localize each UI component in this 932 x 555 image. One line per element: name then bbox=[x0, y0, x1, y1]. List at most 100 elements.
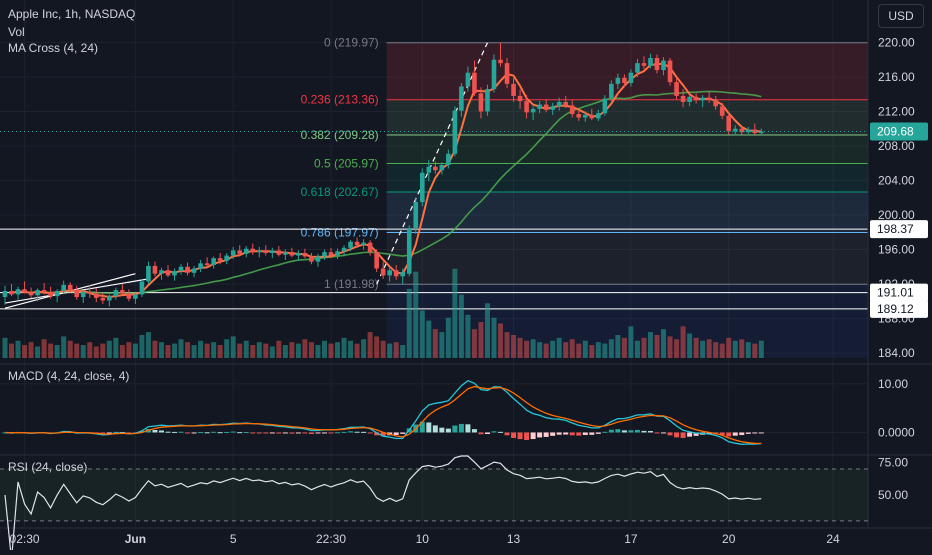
candle-body[interactable] bbox=[159, 270, 164, 274]
candle-body[interactable] bbox=[667, 60, 673, 83]
candle-body[interactable] bbox=[152, 265, 158, 274]
candle-body[interactable] bbox=[107, 296, 112, 301]
candle-body[interactable] bbox=[713, 99, 718, 107]
candle-body[interactable] bbox=[322, 252, 327, 257]
candle-body[interactable] bbox=[93, 293, 99, 298]
candle-body[interactable] bbox=[563, 101, 569, 106]
candle-body[interactable] bbox=[367, 242, 373, 253]
candle-body[interactable] bbox=[726, 115, 732, 132]
candle-body[interactable] bbox=[100, 297, 106, 301]
candle-body[interactable] bbox=[524, 101, 529, 113]
candle-body[interactable] bbox=[15, 289, 21, 295]
candle-body[interactable] bbox=[556, 101, 562, 107]
candle-body[interactable] bbox=[41, 290, 47, 292]
candle-body[interactable] bbox=[348, 241, 353, 248]
candle-body[interactable] bbox=[315, 256, 321, 262]
candle-body[interactable] bbox=[465, 72, 471, 87]
candle-body[interactable] bbox=[459, 86, 464, 111]
candle-body[interactable] bbox=[635, 63, 640, 73]
candle-body[interactable] bbox=[80, 291, 86, 298]
candle-body[interactable] bbox=[472, 72, 477, 94]
candle-body[interactable] bbox=[198, 263, 203, 269]
candle-body[interactable] bbox=[250, 248, 256, 253]
candle-body[interactable] bbox=[582, 114, 588, 118]
candle-body[interactable] bbox=[419, 172, 425, 203]
candle-body[interactable] bbox=[211, 258, 216, 266]
candle-body[interactable] bbox=[478, 93, 484, 112]
candle-body[interactable] bbox=[491, 59, 497, 90]
candle-body[interactable] bbox=[133, 294, 138, 299]
candle-body[interactable] bbox=[648, 57, 653, 66]
candle-body[interactable] bbox=[178, 266, 184, 272]
candle-body[interactable] bbox=[622, 77, 627, 83]
candle-body[interactable] bbox=[426, 166, 432, 173]
candle-body[interactable] bbox=[446, 153, 451, 165]
candle-body[interactable] bbox=[609, 83, 614, 99]
candle-body[interactable] bbox=[654, 57, 660, 71]
candle-body[interactable] bbox=[263, 250, 269, 253]
candle-body[interactable] bbox=[289, 252, 295, 256]
candle-body[interactable] bbox=[335, 251, 340, 256]
candle-body[interactable] bbox=[530, 108, 536, 113]
candle-body[interactable] bbox=[87, 291, 93, 294]
candle-body[interactable] bbox=[759, 131, 764, 134]
candle-body[interactable] bbox=[35, 290, 40, 296]
last-price-tag[interactable] bbox=[870, 122, 928, 141]
candle-body[interactable] bbox=[400, 271, 406, 277]
candle-body[interactable] bbox=[54, 290, 60, 297]
candle-body[interactable] bbox=[328, 252, 334, 256]
candle-body[interactable] bbox=[674, 82, 679, 96]
candle-body[interactable] bbox=[28, 292, 34, 296]
candle-body[interactable] bbox=[172, 271, 177, 276]
candle-body[interactable] bbox=[732, 128, 738, 132]
candle-body[interactable] bbox=[687, 96, 692, 102]
candle-body[interactable] bbox=[126, 293, 132, 299]
candle-body[interactable] bbox=[204, 263, 210, 266]
candle-body[interactable] bbox=[706, 97, 712, 100]
candle-body[interactable] bbox=[641, 63, 647, 66]
candle-body[interactable] bbox=[2, 290, 8, 298]
candle-body[interactable] bbox=[48, 291, 53, 297]
candle-body[interactable] bbox=[752, 129, 758, 134]
candle-body[interactable] bbox=[452, 110, 458, 154]
candle-body[interactable] bbox=[270, 250, 275, 253]
candle-body[interactable] bbox=[113, 290, 119, 297]
candle-body[interactable] bbox=[700, 97, 705, 101]
candle-body[interactable] bbox=[22, 289, 27, 293]
candle-body[interactable] bbox=[576, 114, 582, 118]
candle-body[interactable] bbox=[256, 250, 262, 253]
candle-body[interactable] bbox=[217, 258, 223, 261]
candle-body[interactable] bbox=[739, 128, 745, 133]
candle-body[interactable] bbox=[628, 72, 634, 83]
candle-body[interactable] bbox=[341, 247, 347, 252]
candle-body[interactable] bbox=[354, 241, 360, 246]
price-tag[interactable] bbox=[870, 220, 928, 239]
candle-body[interactable] bbox=[393, 270, 399, 277]
candle-body[interactable] bbox=[543, 104, 549, 110]
candle-body[interactable] bbox=[380, 268, 386, 276]
candle-body[interactable] bbox=[498, 59, 503, 64]
candle-body[interactable] bbox=[296, 252, 301, 256]
candle-body[interactable] bbox=[302, 252, 308, 257]
candle-body[interactable] bbox=[719, 106, 725, 116]
candle-body[interactable] bbox=[439, 164, 445, 171]
candle-body[interactable] bbox=[387, 270, 392, 276]
candle-body[interactable] bbox=[61, 284, 66, 291]
candle-body[interactable] bbox=[693, 96, 699, 101]
candle-body[interactable] bbox=[165, 270, 171, 276]
candle-body[interactable] bbox=[615, 77, 621, 84]
candle-body[interactable] bbox=[74, 290, 80, 298]
candle-body[interactable] bbox=[661, 60, 666, 71]
candle-body[interactable] bbox=[569, 105, 575, 115]
candle-body[interactable] bbox=[589, 114, 595, 119]
candle-body[interactable] bbox=[139, 281, 145, 295]
candle-body[interactable] bbox=[680, 95, 686, 102]
candle-body[interactable] bbox=[146, 265, 151, 282]
candle-body[interactable] bbox=[9, 290, 14, 295]
candle-body[interactable] bbox=[433, 166, 438, 171]
price-tag[interactable] bbox=[870, 283, 928, 302]
candle-body[interactable] bbox=[485, 89, 490, 112]
candle-body[interactable] bbox=[67, 284, 73, 291]
